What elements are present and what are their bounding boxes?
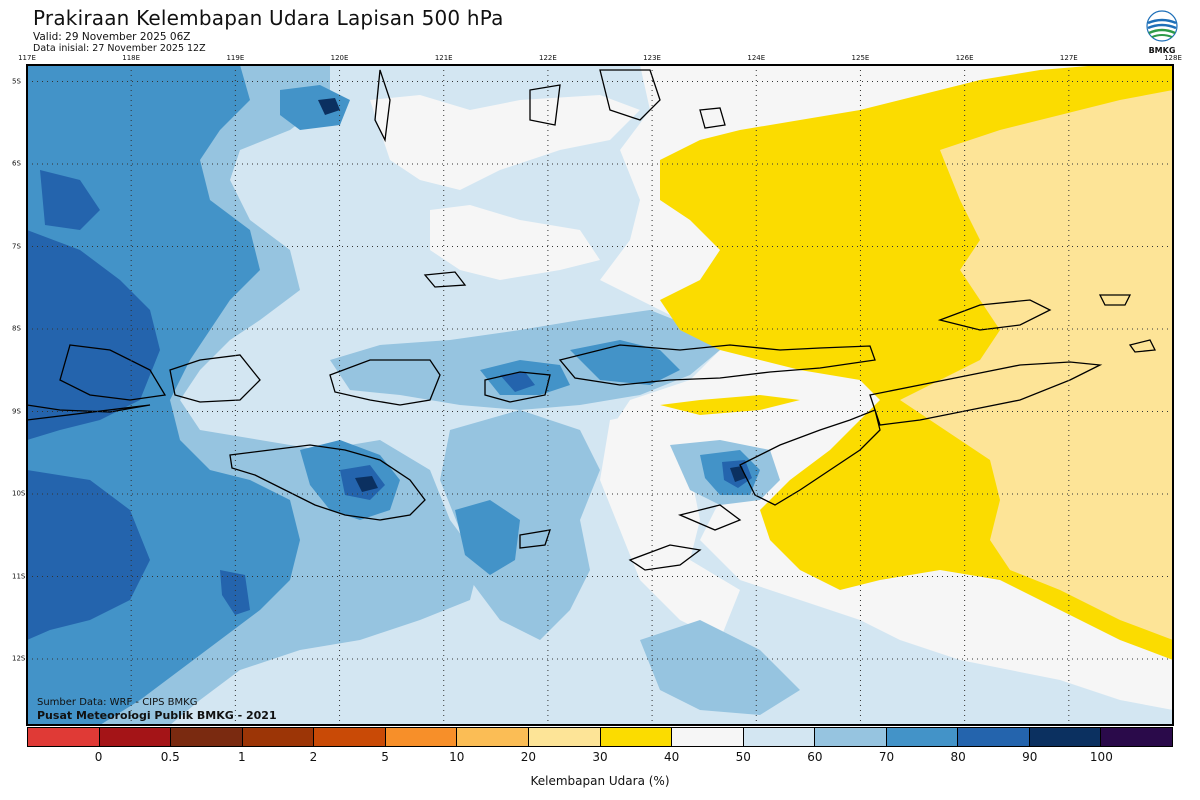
humidity-zone-90-west [27,230,160,440]
humidity-zone-100-cell-2 [355,476,378,492]
data-source: Sumber Data: WRF - CIPS BMKG [37,697,198,708]
colorbar-swatch [1101,728,1172,746]
longitude-label: 117E [18,54,36,62]
colorbar-tick-label: 30 [592,750,608,764]
latitude-label: 12S [12,654,26,663]
colorbar-swatch [886,728,959,746]
humidity-zone-70-southeast [640,620,800,715]
longitude-label: 123E [643,54,661,62]
longitude-label: 125E [851,54,870,62]
colorbar-swatch [528,728,601,746]
colorbar-swatch [385,728,458,746]
humidity-zone-40-strip [660,395,800,415]
colorbar-tick-label: 5 [381,750,389,764]
colorbar-swatch [672,728,744,746]
colorbar-tick-label: 40 [663,750,680,764]
longitude-label: 127E [1059,54,1078,62]
latitude-label: 9S [12,407,21,415]
humidity-zone-70-south [440,410,600,640]
latitude-label: 8S [12,324,21,333]
humidity-zone-50-south [600,410,740,640]
publisher: Pusat Meteorologi Publik BMKG - 2021 [37,709,277,722]
longitude-label: 126E [955,54,974,62]
map-frame [26,64,1174,726]
longitude-label: 128E [1164,54,1182,62]
colorbar-tick-label: 50 [735,750,751,764]
colorbar-tick-label: 60 [807,750,823,764]
logo-text: BMKG [1149,46,1176,55]
longitude-label: 120E [330,54,349,62]
colorbar-tick-label: 0.5 [160,750,180,764]
coastlines [27,69,1157,571]
longitude-label: 119E [226,54,245,62]
humidity-zone-50-mid [430,205,600,280]
colorbar-swatch [958,728,1030,746]
colorbar-tick-label: 100 [1089,750,1113,764]
colorbar-swatch [743,728,816,746]
valid-time: Valid: 29 November 2025 06Z [33,31,191,43]
colorbar-label: Kelembapan Udara (%) [530,774,670,788]
colorbar-tick-label: 20 [520,750,537,764]
colorbar-tick-label: 2 [309,750,318,764]
humidity-zone-90-flores [500,372,535,392]
colorbar-swatch [28,728,100,746]
bmkg-logo: BMKG [1144,10,1180,56]
colorbar-tick-label: 70 [878,750,895,764]
colorbar-tick-label: 0 [94,750,103,764]
latitude-label: 11S [12,572,26,580]
colorbar-swatch [99,728,172,746]
bmkg-logo-icon: BMKG [1146,10,1178,55]
humidity-zone-30-east [900,90,1173,640]
longitude-label: 122E [539,54,557,62]
colorbar-tick-label: 80 [950,750,966,764]
humidity-zone-90-nw [40,170,100,230]
latitude-label: 6S [12,159,21,168]
longitude-label: 121E [434,54,453,62]
colorbar-swatch [314,728,386,746]
colorbar-tick-label: 90 [1022,750,1038,764]
humidity-zone-80-sumba [455,500,520,575]
colorbar-tick-label: 10 [449,750,465,764]
initial-time: Data inisial: 27 November 2025 12Z [33,43,206,54]
colorbar [27,727,1173,747]
latitude-label: 7S [12,242,21,250]
chart-title: Prakiraan Kelembapan Udara Lapisan 500 h… [33,6,504,30]
latitude-label: 5S [12,77,21,85]
colorbar-swatch [600,728,673,746]
humidity-zone-90-sw [27,470,150,640]
longitude-label: 124E [747,54,766,62]
latitude-label: 10S [12,489,26,498]
humidity-zone-90-s [220,570,250,615]
colorbar-swatch [171,728,243,746]
colorbar-swatch [242,728,315,746]
colorbar-swatch [815,728,887,746]
gridlines [27,65,1173,725]
colorbar-swatch [1029,728,1102,746]
humidity-zone-100-cell [318,98,340,115]
longitude-label: 118E [122,54,141,62]
humidity-zone-50-top [370,95,640,190]
colorbar-tick-label: 1 [238,750,246,764]
colorbar-swatch [457,728,529,746]
humidity-zone-80-north [280,85,350,130]
